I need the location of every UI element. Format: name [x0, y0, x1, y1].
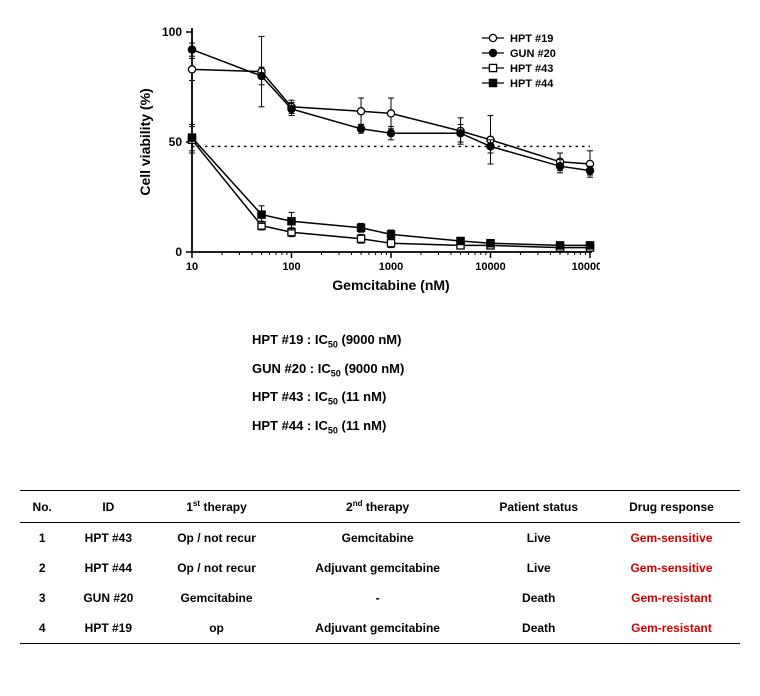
table-header-cell: ID — [64, 491, 152, 523]
svg-text:Gemcitabine (nM): Gemcitabine (nM) — [332, 277, 449, 293]
ic50-row: GUN #20 : IC50 (9000 nM) — [252, 357, 404, 386]
svg-text:50: 50 — [169, 135, 183, 149]
table-cell: 2 — [20, 553, 64, 583]
table-header-cell: 2nd therapy — [281, 491, 475, 523]
table-cell: Death — [474, 613, 603, 644]
table-cell: Gemcitabine — [152, 583, 281, 613]
table-cell: Gem-resistant — [603, 583, 740, 613]
svg-text:0: 0 — [175, 245, 182, 259]
table-cell: 4 — [20, 613, 64, 644]
svg-text:HPT #44: HPT #44 — [510, 78, 554, 90]
table-row: 3GUN #20Gemcitabine-DeathGem-resistant — [20, 583, 740, 613]
ic50-row: HPT #19 : IC50 (9000 nM) — [252, 328, 404, 357]
table-cell: Gem-resistant — [603, 613, 740, 644]
ic50-row: HPT #43 : IC50 (11 nM) — [252, 385, 404, 414]
svg-text:100000: 100000 — [572, 261, 600, 273]
table-row: 1HPT #43Op / not recurGemcitabineLiveGem… — [20, 523, 740, 554]
table-cell: 3 — [20, 583, 64, 613]
chart-svg: 0 50 100 10 100 1000 10000 100000 Gemcitabine (n… — [130, 20, 600, 300]
table-row: 2HPT #44Op / not recurAdjuvant gemcitabi… — [20, 553, 740, 583]
svg-text:HPT #19: HPT #19 — [510, 33, 553, 45]
ic50-row: HPT #44 : IC50 (11 nM) — [252, 414, 404, 443]
table-cell: Op / not recur — [152, 523, 281, 554]
table-cell: HPT #44 — [64, 553, 152, 583]
table-cell: GUN #20 — [64, 583, 152, 613]
table-header-cell: 1st therapy — [152, 491, 281, 523]
table-body: 1HPT #43Op / not recurGemcitabineLiveGem… — [20, 523, 740, 644]
table-cell: Death — [474, 583, 603, 613]
table-cell: HPT #43 — [64, 523, 152, 554]
table-cell: Gemcitabine — [281, 523, 475, 554]
table-cell: HPT #19 — [64, 613, 152, 644]
table-cell: Live — [474, 553, 603, 583]
table-cell: Gem-sensitive — [603, 523, 740, 554]
svg-text:1000: 1000 — [379, 261, 403, 273]
table-header-row: No.ID1st therapy2nd therapyPatient statu… — [20, 491, 740, 523]
table-cell: Live — [474, 523, 603, 554]
table-cell: 1 — [20, 523, 64, 554]
svg-text:100: 100 — [282, 261, 300, 273]
table-cell: Op / not recur — [152, 553, 281, 583]
table-header-cell: Drug response — [603, 491, 740, 523]
svg-text:10: 10 — [186, 261, 198, 273]
svg-text:Cell viability (%): Cell viability (%) — [137, 88, 153, 195]
table-cell: Gem-sensitive — [603, 553, 740, 583]
viability-chart: 0 50 100 10 100 1000 10000 100000 Gemcitabine (n… — [130, 20, 600, 300]
table-cell: Adjuvant gemcitabine — [281, 553, 475, 583]
svg-text:GUN #20: GUN #20 — [510, 48, 556, 60]
svg-text:10000: 10000 — [475, 261, 506, 273]
patient-table: No.ID1st therapy2nd therapyPatient statu… — [20, 490, 740, 644]
svg-text:100: 100 — [162, 25, 182, 39]
table-row: 4HPT #19opAdjuvant gemcitabineDeathGem-r… — [20, 613, 740, 644]
svg-text:HPT #43: HPT #43 — [510, 63, 553, 75]
table-header-cell: Patient status — [474, 491, 603, 523]
table-cell: - — [281, 583, 475, 613]
table-cell: op — [152, 613, 281, 644]
table-header-cell: No. — [20, 491, 64, 523]
ic50-list: HPT #19 : IC50 (9000 nM)GUN #20 : IC50 (… — [252, 328, 404, 442]
table-cell: Adjuvant gemcitabine — [281, 613, 475, 644]
